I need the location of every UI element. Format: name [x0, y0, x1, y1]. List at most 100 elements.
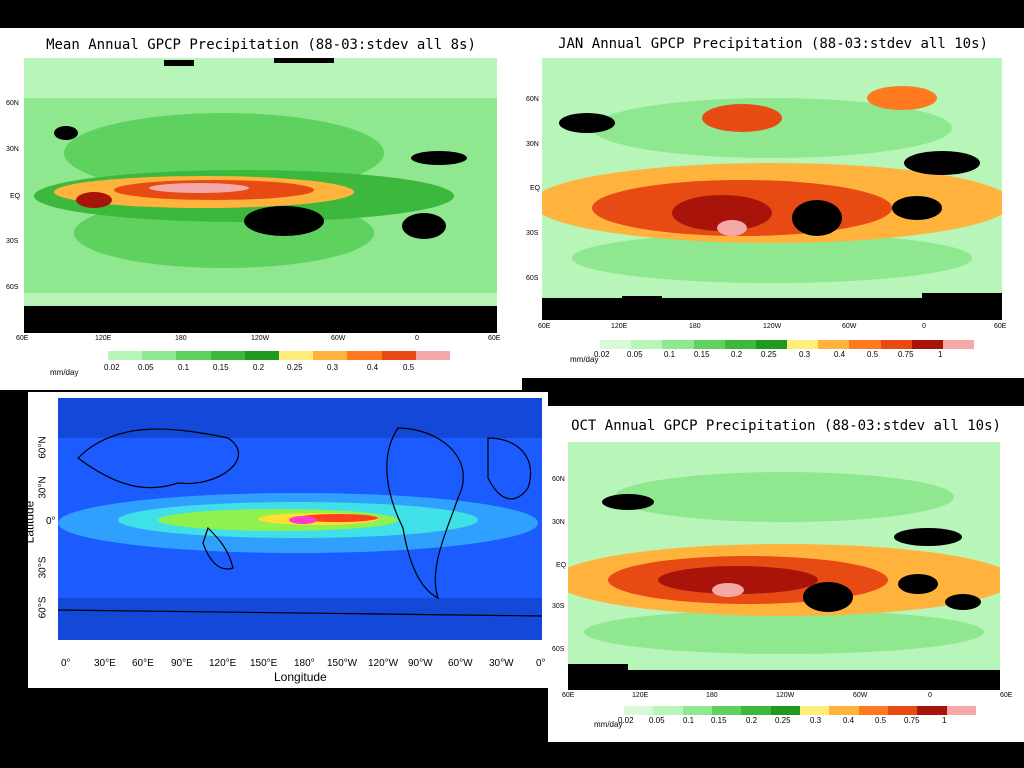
jan-panel: JAN Annual GPCP Precipitation (88-03:std…	[522, 28, 1024, 378]
jan-lon-label: 120W	[763, 323, 782, 330]
jan-lon-label: 60E	[994, 323, 1007, 330]
jan-lat-label: 60S	[526, 275, 539, 282]
mean-scale-label: 0.3	[327, 363, 339, 372]
mean-lat-label: 30S	[6, 238, 19, 245]
std-dev-lon-label: 90°E	[171, 658, 193, 669]
jan-scale-label: 0.05	[627, 350, 643, 359]
jan-scale-label: 0.75	[898, 350, 914, 359]
oct-scale-label: 0.75	[904, 716, 920, 725]
std-dev-lon-label: 90°W	[408, 658, 433, 669]
oct-scale-label: 0.15	[711, 716, 727, 725]
std-dev-lon-label: 60°W	[448, 658, 473, 669]
std-dev-lat-label: 60°N	[37, 436, 49, 459]
mean-units-label: mm/day	[50, 368, 79, 377]
jan-colorbar	[600, 340, 975, 349]
std-dev-lat-label: 0°	[46, 516, 56, 527]
std-dev-lon-label: 120°W	[368, 658, 399, 669]
oct-scale-label: 0.5	[875, 716, 887, 725]
jan-scale-label: 0.1	[664, 350, 676, 359]
jan-scale-label: 0.15	[694, 350, 710, 359]
jan-title: JAN Annual GPCP Precipitation (88-03:std…	[558, 36, 988, 52]
oct-lon-label: 0	[928, 692, 932, 699]
jan-scale-label: 1	[938, 350, 943, 359]
mean-lon-label: 180	[175, 335, 187, 342]
oct-scale-label: 0.25	[775, 716, 791, 725]
jan-scale-label: 0.5	[867, 350, 879, 359]
mean-scale-label: 0.4	[367, 363, 379, 372]
oct-scale-label: 0.2	[746, 716, 758, 725]
oct-lon-label: 180	[706, 692, 718, 699]
jan-scale-label: 0.02	[594, 350, 610, 359]
jan-scale-label: 0.2	[731, 350, 743, 359]
mean-lat-label: EQ	[10, 193, 21, 200]
oct-lat-label: EQ	[556, 562, 567, 569]
std-dev-lat-label: 30°N	[37, 476, 49, 499]
mean-lon-label: 120W	[251, 335, 270, 342]
jan-lon-label: 60W	[842, 323, 857, 330]
std-dev-lat-label: 30°S	[37, 556, 49, 579]
oct-units-label: mm/day	[594, 720, 623, 729]
jan-scale-label: 0.4	[834, 350, 846, 359]
mean-lat-label: 30N	[6, 146, 19, 153]
oct-lon-label: 60E	[562, 692, 575, 699]
jan-lon-label: 120E	[611, 323, 628, 330]
oct-lon-label: 120E	[632, 692, 649, 699]
oct-panel: OCT Annual GPCP Precipitation (88-03:std…	[548, 406, 1024, 742]
mean-lat-label: 60N	[6, 100, 19, 107]
std-dev-lon-label: 150°W	[327, 658, 358, 669]
std-dev-lon-label: 0°	[61, 658, 71, 669]
std-dev-lat-label: 60°S	[37, 596, 49, 619]
mean-colorbar	[108, 351, 451, 360]
oct-lat-label: 60S	[552, 646, 565, 653]
figure-caption: Fig. 8 Standard deviations	[34, 712, 328, 743]
std-dev-lon-label: 180°	[294, 658, 315, 669]
mean-scale-label: 0.15	[213, 363, 229, 372]
std-dev-ylabel: Latitude	[22, 500, 37, 544]
std-dev-lon-label: 60°E	[132, 658, 154, 669]
oct-scale-label: 0.05	[649, 716, 665, 725]
oct-lon-label: 120W	[776, 692, 795, 699]
mean-scale-label: 0.1	[178, 363, 190, 372]
std-dev-xlabel: Longitude	[274, 670, 327, 684]
mean-lon-label: 60W	[331, 335, 346, 342]
mean-scale-label: 0.25	[287, 363, 303, 372]
oct-lon-label: 60W	[853, 692, 868, 699]
jan-lon-label: 60E	[538, 323, 551, 330]
mean-annual-map	[24, 58, 497, 333]
mean-lon-label: 60E	[16, 335, 29, 342]
oct-colorbar	[624, 706, 976, 715]
mean-scale-label: 0.02	[104, 363, 120, 372]
mean-lon-label: 0	[415, 335, 419, 342]
mean-scale-label: 0.5	[403, 363, 415, 372]
jan-lat-label: 30S	[526, 230, 539, 237]
oct-lat-label: 60N	[552, 476, 565, 483]
jan-lon-label: 0	[922, 323, 926, 330]
mean-lon-label: 120E	[95, 335, 112, 342]
std-dev-lon-label: 0°	[536, 658, 546, 669]
oct-title: OCT Annual GPCP Precipitation (88-03:std…	[571, 418, 1001, 434]
oct-scale-label: 0.1	[683, 716, 695, 725]
mean-annual-title: Mean Annual GPCP Precipitation (88-03:st…	[46, 37, 476, 53]
std-dev-map-panel: Latitude 60°N 30°N 0° 30°S 60°S 0° 30°E …	[22, 392, 548, 688]
oct-scale-label: 0.4	[843, 716, 855, 725]
jan-scale-label: 0.25	[761, 350, 777, 359]
jan-scale-label: 0.3	[799, 350, 811, 359]
std-dev-lon-label: 150°E	[250, 658, 278, 669]
jan-lat-label: 30N	[526, 141, 539, 148]
jan-lat-label: 60N	[526, 96, 539, 103]
mean-lat-label: 60S	[6, 284, 19, 291]
oct-scale-label: 1	[942, 716, 947, 725]
mean-scale-label: 0.2	[253, 363, 265, 372]
oct-lat-label: 30S	[552, 603, 565, 610]
std-dev-map	[58, 398, 542, 640]
std-dev-lon-label: 30°E	[94, 658, 116, 669]
std-dev-lon-label: 30°W	[489, 658, 514, 669]
oct-scale-label: 0.3	[810, 716, 822, 725]
jan-lat-label: EQ	[530, 185, 541, 192]
oct-scale-label: 0.02	[618, 716, 634, 725]
jan-lon-label: 180	[689, 323, 701, 330]
mean-annual-panel: Mean Annual GPCP Precipitation (88-03:st…	[0, 28, 522, 390]
mean-scale-label: 0.05	[138, 363, 154, 372]
jan-map	[542, 58, 1002, 320]
oct-map	[568, 442, 1000, 690]
